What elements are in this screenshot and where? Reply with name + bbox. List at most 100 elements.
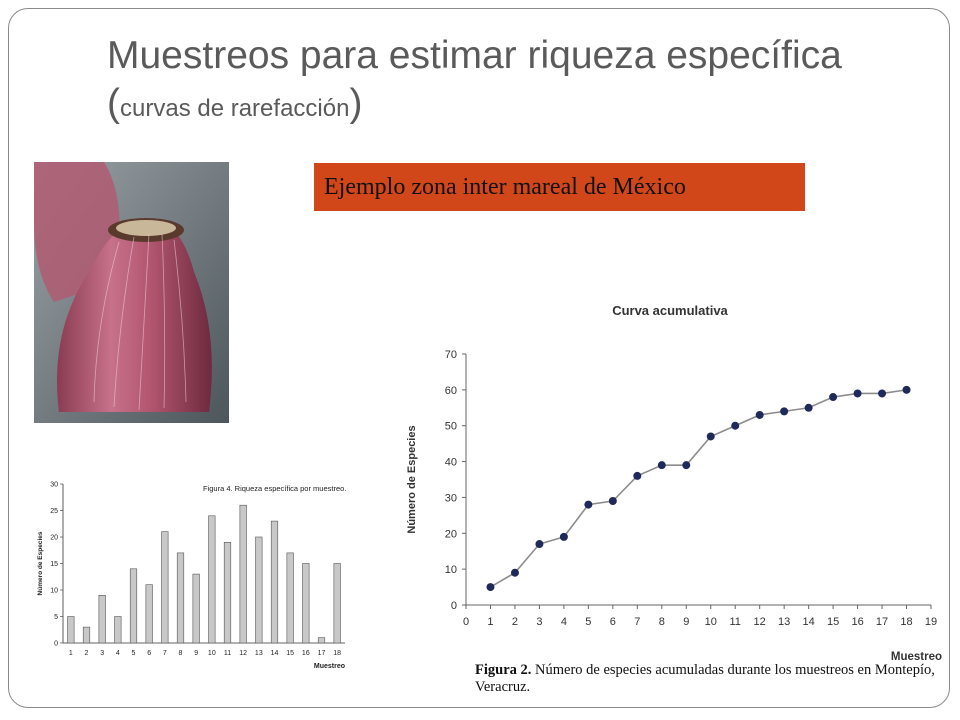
y-tick-label: 20: [445, 528, 457, 540]
x-tick-label: 17: [318, 650, 326, 657]
data-point: [633, 471, 642, 480]
barnacle-photo: [34, 162, 229, 423]
x-tick-label: 18: [900, 616, 912, 628]
bar: [176, 552, 185, 644]
y-tick-label: 60: [445, 385, 457, 397]
x-tick-label: 14: [803, 616, 815, 628]
x-tick-label: 9: [683, 616, 689, 628]
x-tick-label: 11: [729, 616, 740, 628]
y-axis-label: Número de Especies: [37, 531, 44, 595]
x-tick-label: 0: [463, 616, 469, 628]
data-point: [486, 583, 495, 592]
x-tick-label: 17: [876, 616, 888, 628]
x-tick-label: 3: [536, 616, 542, 628]
slide-frame: [8, 8, 950, 708]
data-point: [878, 389, 887, 398]
x-axis-label: Muestreo: [891, 651, 942, 663]
x-axis-label: Muestreo: [314, 663, 345, 670]
x-tick-label: 1: [487, 616, 493, 628]
title-main: Muestreos para estimar riqueza específic…: [107, 34, 842, 125]
bar: [67, 616, 75, 644]
data-point: [657, 461, 666, 470]
y-tick-label: 10: [50, 588, 58, 595]
bar: [192, 573, 200, 644]
bar: [270, 520, 279, 644]
bar: [302, 563, 310, 644]
chart-title: Curva acumulativa: [612, 303, 728, 318]
data-point: [780, 407, 789, 416]
figure-2-caption: Figura 2. Número de especies acumuladas …: [475, 662, 935, 696]
x-tick-label: 2: [85, 650, 89, 657]
x-tick-label: 12: [239, 650, 247, 657]
data-point: [902, 385, 911, 394]
bar: [82, 626, 91, 644]
x-tick-label: 4: [116, 650, 120, 657]
x-tick-label: 3: [100, 650, 104, 657]
title-subtitle: curvas de rarefacción: [120, 95, 350, 122]
bar: [223, 542, 232, 644]
y-axis-label: Número de Especies: [406, 425, 418, 533]
data-point: [829, 393, 838, 402]
y-tick-label: 70: [445, 349, 457, 361]
x-tick-label: 14: [271, 650, 279, 657]
chart-title: Figura 4. Riqueza específica por muestre…: [203, 484, 346, 493]
x-tick-label: 1: [69, 650, 73, 657]
bar: [239, 504, 247, 644]
y-tick-label: 30: [445, 492, 457, 504]
data-point: [731, 421, 740, 430]
figure-2-text: Número de especies acumuladas durante lo…: [475, 662, 935, 695]
x-tick-label: 10: [208, 650, 216, 657]
x-tick-label: 8: [659, 616, 665, 628]
x-tick-label: 8: [179, 650, 183, 657]
x-tick-label: 15: [286, 650, 294, 657]
bar: [129, 568, 138, 644]
x-tick-label: 7: [163, 650, 167, 657]
data-point: [853, 389, 862, 398]
y-tick-label: 5: [54, 614, 58, 621]
bar: [286, 552, 294, 644]
x-tick-label: 16: [302, 650, 310, 657]
x-tick-label: 6: [610, 616, 616, 628]
data-point: [510, 568, 519, 577]
bar: [161, 531, 169, 644]
x-tick-label: 15: [827, 616, 839, 628]
x-tick-label: 5: [585, 616, 591, 628]
title-close: ): [349, 82, 363, 125]
data-point: [804, 403, 813, 412]
series-line: [490, 389, 907, 588]
example-label: Ejemplo zona inter mareal de México: [314, 163, 805, 211]
data-point: [535, 540, 544, 549]
data-point: [706, 432, 715, 441]
x-tick-label: 12: [754, 616, 766, 628]
bar: [98, 595, 106, 644]
data-point: [584, 500, 593, 509]
x-tick-label: 5: [132, 650, 136, 657]
x-tick-label: 13: [778, 616, 790, 628]
x-tick-label: 9: [194, 650, 198, 657]
data-point: [608, 497, 617, 506]
data-point: [755, 410, 764, 419]
bar: [317, 637, 326, 644]
y-tick-label: 0: [54, 641, 58, 648]
y-tick-label: 15: [50, 561, 58, 568]
data-point: [682, 461, 691, 470]
y-tick-label: 0: [451, 600, 457, 612]
y-tick-label: 30: [50, 482, 58, 489]
x-tick-label: 18: [333, 650, 341, 657]
x-tick-label: 2: [512, 616, 518, 628]
bar: [145, 584, 153, 644]
slide-title: Muestreos para estimar riqueza específic…: [107, 32, 907, 133]
x-tick-label: 16: [851, 616, 863, 628]
x-tick-label: 11: [224, 650, 231, 657]
x-tick-label: 19: [925, 616, 937, 628]
bar: [114, 616, 122, 644]
y-tick-label: 50: [445, 421, 457, 433]
y-tick-label: 25: [50, 508, 58, 515]
figure-2-label: Figura 2.: [475, 662, 532, 678]
bar: [208, 515, 216, 644]
x-tick-label: 6: [147, 650, 151, 657]
y-tick-label: 20: [50, 535, 58, 542]
x-tick-label: 7: [634, 616, 640, 628]
bar: [255, 536, 263, 644]
